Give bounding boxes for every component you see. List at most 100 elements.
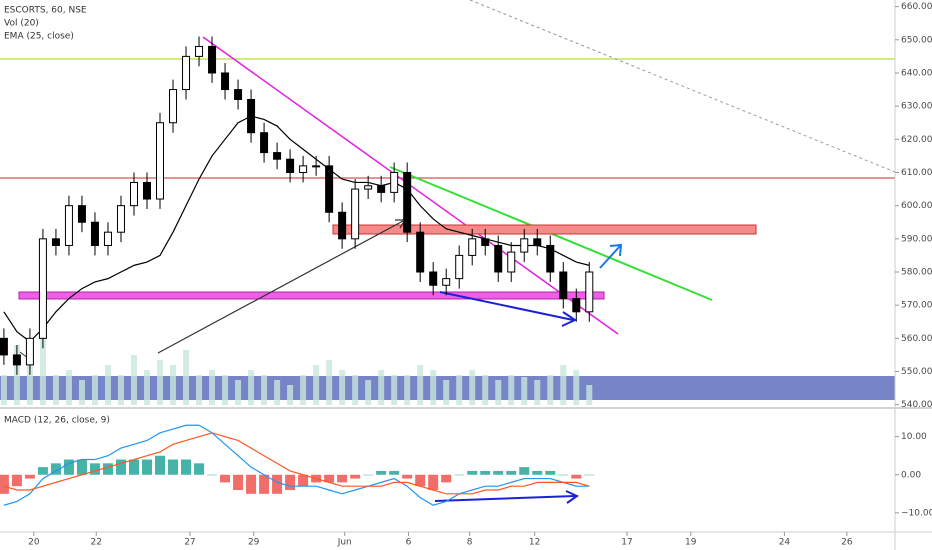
macd-histogram [89, 463, 100, 475]
macd-histogram [584, 474, 595, 476]
volume-bar [157, 360, 164, 405]
x-tick-label: 20 [28, 538, 40, 548]
magenta-zone [18, 291, 605, 300]
chart-title: ESCORTS, 60, NSE [4, 6, 87, 16]
macd-histogram [24, 474, 35, 479]
volume-bar [261, 375, 268, 405]
volume-bar [378, 370, 385, 405]
y-tick-label: 630.00 [901, 102, 932, 112]
candle-body [377, 185, 386, 193]
macd-histogram [141, 459, 152, 475]
candle-body [247, 99, 256, 134]
y2-tick-label: 10.00 [901, 432, 927, 442]
blue-arrow [439, 291, 574, 321]
volume-bar [508, 375, 515, 405]
macd-histogram [220, 474, 231, 483]
macd-histogram [181, 459, 192, 475]
volume-bar [196, 375, 203, 405]
candle-body [169, 89, 178, 124]
volume-bar [13, 345, 20, 405]
volume-bar [326, 360, 333, 405]
volume-bar [300, 375, 307, 405]
volume-bar [52, 375, 59, 405]
candle-body [116, 205, 125, 233]
dashed-trendline [469, 0, 896, 173]
macd-histogram [337, 474, 348, 483]
volume-bar [248, 370, 255, 405]
signal-line [3, 432, 590, 495]
red-zone [332, 224, 757, 235]
macd-histogram [298, 474, 309, 487]
volume-bar [287, 385, 294, 405]
volume-bar [339, 370, 346, 405]
volume-bar [391, 375, 398, 405]
candle-body [364, 185, 373, 190]
candle-body [286, 158, 295, 173]
macd-histogram [363, 474, 374, 476]
volume-bar [209, 370, 216, 405]
arrow-head [561, 311, 578, 327]
macd-histogram [0, 474, 9, 494]
y-tick-label: 600.00 [901, 201, 932, 211]
y-tick-label: 650.00 [901, 35, 932, 45]
macd-arrow [434, 495, 576, 502]
candle-body [0, 337, 8, 356]
volume-bar [117, 375, 124, 405]
macd-histogram [259, 474, 270, 494]
volume-bar [235, 380, 242, 405]
candle-body [585, 271, 594, 313]
macd-histogram [506, 470, 517, 475]
volume-bar [170, 365, 177, 405]
candle-body [25, 337, 34, 366]
x-tick-label: 29 [248, 538, 260, 548]
y-tick-label: 550.00 [901, 367, 932, 377]
y-tick-label: 610.00 [901, 168, 932, 178]
volume-bar [495, 380, 502, 405]
black-arrow [157, 220, 404, 354]
y-tick-label: 540.00 [901, 400, 932, 410]
volume-bar [352, 375, 359, 405]
macd-histogram [207, 474, 218, 476]
candle-body [90, 221, 99, 246]
candle-body [182, 55, 191, 91]
macd-histogram [233, 474, 244, 490]
volume-bar [586, 385, 593, 405]
candle-body [507, 251, 516, 273]
candle-body [325, 165, 334, 213]
candle-body [468, 238, 477, 256]
y-tick-label: 640.00 [901, 68, 932, 78]
candle-body [51, 238, 60, 246]
macd-histogram [571, 474, 582, 479]
candle-body [12, 354, 21, 366]
macd-histogram [11, 474, 22, 487]
candle-body [520, 238, 529, 253]
candle-body [273, 152, 282, 160]
volume-bar [313, 365, 320, 405]
volume-bar [560, 365, 567, 405]
macd-histogram [428, 474, 439, 490]
candle-body [403, 171, 412, 233]
volume-bar [78, 380, 85, 405]
macd-histogram [50, 463, 61, 475]
candle-body [572, 298, 581, 313]
macd-histogram [467, 470, 478, 475]
candle-body [559, 271, 568, 300]
macd-histogram [194, 463, 205, 475]
candle-body [416, 231, 425, 273]
candle-body [429, 271, 438, 286]
x-tick-label: 12 [529, 538, 540, 548]
x-tick-label: 19 [685, 538, 697, 548]
macd-histogram [246, 474, 257, 494]
arrow-head [565, 490, 580, 504]
macd-histogram [454, 474, 465, 476]
macd-histogram [285, 474, 296, 490]
volume-bar [443, 380, 450, 405]
candle-body [38, 238, 47, 339]
macd-histogram [402, 474, 413, 479]
macd-histogram [519, 467, 530, 475]
volume-bar [26, 365, 33, 405]
candle-body [208, 45, 217, 74]
macd-histogram [168, 459, 179, 475]
macd-line [3, 424, 590, 506]
candle-body [64, 205, 73, 246]
